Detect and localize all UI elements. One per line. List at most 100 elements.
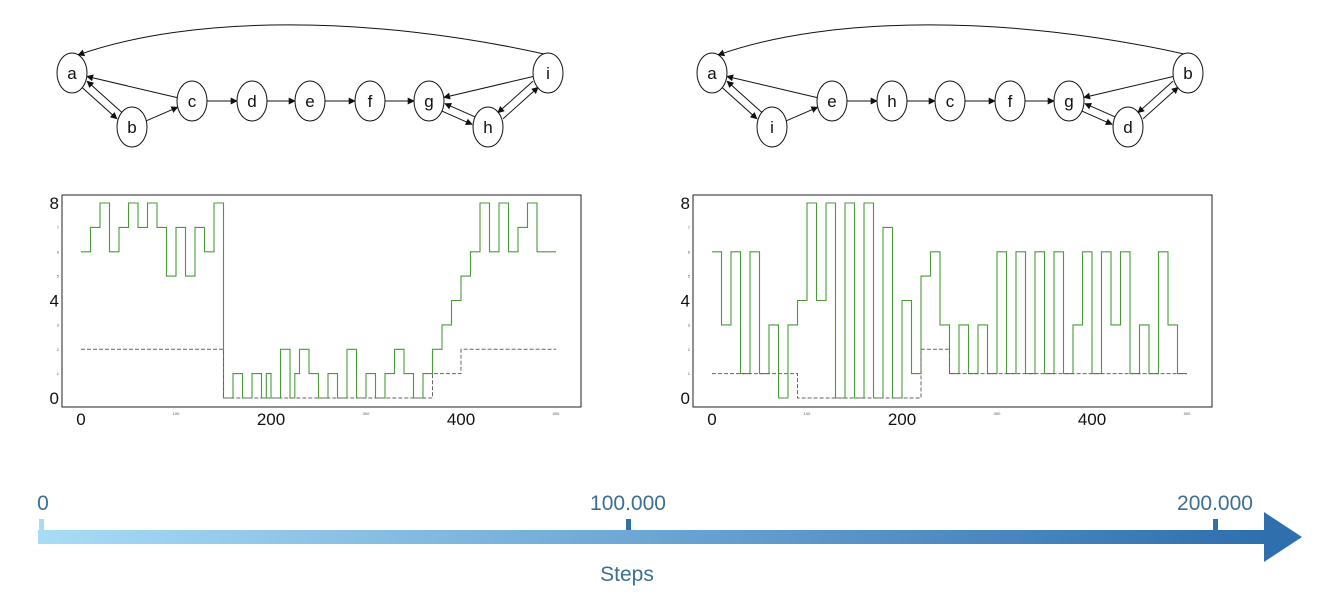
y-minor-tick-label: 6 [688, 249, 691, 254]
node-label: g [1064, 92, 1073, 111]
series-solid-line [81, 202, 556, 399]
timeline-tick-mark [626, 519, 631, 530]
node-label: a [67, 64, 77, 83]
node-circle [696, 52, 728, 94]
y-minor-tick-label: 7 [57, 225, 60, 230]
node-h: h [876, 80, 908, 122]
edge-i-a [726, 80, 763, 114]
edge-e-a [726, 74, 818, 99]
node-f: f [994, 80, 1026, 122]
x-minor-tick-label: 500 [553, 411, 560, 416]
chart-frame [61, 194, 582, 408]
node-circle [532, 52, 564, 94]
timeline-tick-label: 100.000 [590, 492, 666, 515]
node-circle [994, 80, 1026, 122]
y-minor-tick-label: 1 [57, 371, 60, 376]
node-circle [472, 106, 504, 148]
y-minor-tick-label: 2 [57, 347, 60, 352]
edge-h-i [502, 86, 539, 120]
node-d: d [236, 80, 268, 122]
edge-h-g [444, 102, 476, 118]
x-tick-label: 200 [888, 410, 916, 429]
y-minor-tick-label: 2 [688, 347, 691, 352]
timeline-tick: 0 [37, 492, 49, 530]
node-label: e [305, 92, 314, 111]
timeline-arrowhead [1264, 512, 1302, 562]
timeline-tick-label: 200.000 [1177, 492, 1253, 515]
node-label: b [1183, 64, 1192, 83]
x-minor-tick-label: 300 [363, 411, 370, 416]
node-e: e [816, 80, 848, 122]
chart-frame [692, 194, 1213, 408]
x-minor-tick-label: 500 [1184, 411, 1191, 416]
x-tick-label: 0 [76, 410, 85, 429]
timeline-bar [38, 530, 1265, 544]
node-label: b [127, 118, 136, 137]
node-b: b [116, 106, 148, 148]
node-circle [413, 80, 445, 122]
edge-a-b [81, 86, 118, 120]
node-g: g [413, 80, 445, 122]
x-tick-label: 0 [707, 410, 716, 429]
node-label: h [887, 92, 896, 111]
node-d: d [1112, 106, 1144, 148]
edge-b-c [146, 106, 179, 122]
node-label: a [707, 64, 717, 83]
node-circle [876, 80, 908, 122]
node-label: f [368, 92, 373, 111]
timeline-tick: 100.000 [590, 492, 666, 530]
node-circle [1172, 52, 1204, 94]
node-circle [56, 52, 88, 94]
node-b: b [1172, 52, 1204, 94]
node-circle [116, 106, 148, 148]
edge-i-e [786, 106, 819, 122]
node-c: c [934, 80, 966, 122]
y-tick-label: 0 [681, 389, 690, 408]
node-circle [176, 80, 208, 122]
node-circle [756, 106, 788, 148]
node-g: g [1053, 80, 1085, 122]
node-label: c [188, 92, 197, 111]
y-minor-tick-label: 5 [57, 274, 60, 279]
edge-i-a [77, 24, 545, 57]
series-dashed-line [81, 348, 556, 399]
node-circle [816, 80, 848, 122]
edge-c-a [86, 74, 178, 99]
node-f: f [354, 80, 386, 122]
y-tick-label: 8 [681, 194, 690, 213]
x-tick-label: 400 [1078, 410, 1106, 429]
y-tick-label: 4 [681, 292, 690, 311]
x-tick-label: 200 [257, 410, 285, 429]
edge-i-g [443, 76, 534, 100]
x-minor-tick-label: 100 [804, 411, 811, 416]
node-circle [1053, 80, 1085, 122]
steps-timeline: 0 100.000 200.000 Steps [37, 492, 1302, 586]
node-label: d [1123, 118, 1132, 137]
node-a: a [56, 52, 88, 94]
y-tick-label: 4 [50, 292, 59, 311]
node-circle [354, 80, 386, 122]
node-label: f [1008, 92, 1013, 111]
state-graph-right: a i e h c f g d b [696, 24, 1204, 148]
edge-d-b [1142, 86, 1179, 120]
node-i: i [756, 106, 788, 148]
edge-b-a [717, 24, 1185, 57]
series-dashed-line [712, 348, 1187, 399]
node-label: d [247, 92, 256, 111]
x-tick-label: 400 [447, 410, 475, 429]
edge-g-d [1081, 110, 1113, 126]
node-label: g [424, 92, 433, 111]
node-label: h [483, 118, 492, 137]
x-minor-tick-label: 100 [173, 411, 180, 416]
edge-g-h [441, 110, 473, 126]
node-circle [294, 80, 326, 122]
y-minor-tick-label: 3 [57, 322, 60, 327]
edge-b-a [86, 80, 123, 114]
timeline-tick-mark [1213, 519, 1218, 530]
node-label: e [827, 92, 836, 111]
timeline-tick-mark [39, 519, 44, 530]
timeline-axis-label: Steps [600, 563, 654, 586]
